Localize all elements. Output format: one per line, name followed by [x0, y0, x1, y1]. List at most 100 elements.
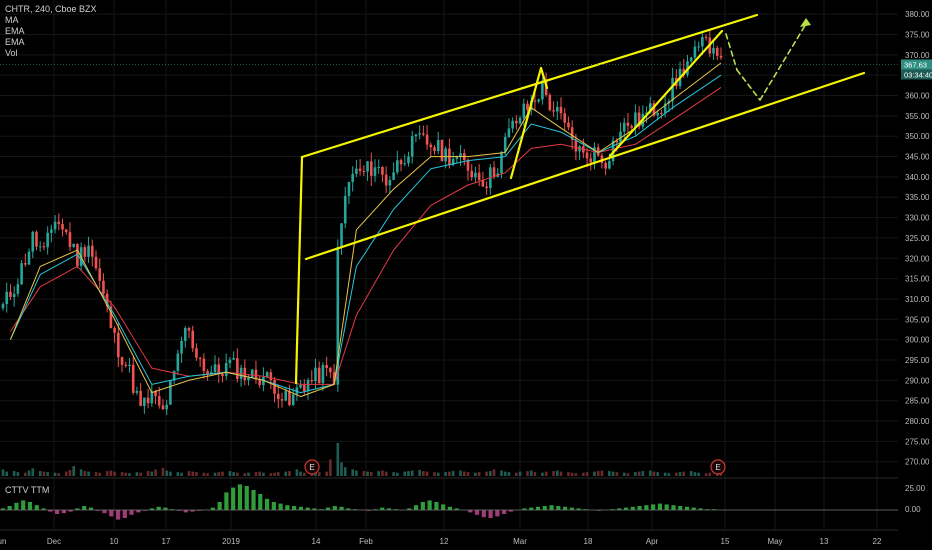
- projection-low[interactable]: [736, 69, 761, 101]
- candle-body: [548, 95, 552, 111]
- indicator-ema-1[interactable]: EMA: [5, 26, 25, 36]
- candle-body: [329, 368, 332, 373]
- volume-bar: [366, 471, 369, 476]
- volume-bar: [150, 471, 154, 476]
- candle-body: [615, 140, 619, 143]
- volume-bar: [87, 471, 90, 476]
- candle-body: [183, 327, 187, 341]
- candle-body: [131, 364, 135, 393]
- oscillator-bar: [75, 508, 80, 510]
- volume-bars: [1, 443, 723, 476]
- volume-bar: [68, 469, 72, 476]
- candle-body: [303, 384, 306, 392]
- oscillator-bar: [54, 510, 60, 514]
- volume-bar: [314, 472, 317, 476]
- earnings-marker-label: E: [715, 463, 720, 472]
- volume-bar: [615, 472, 619, 476]
- candle-body: [414, 134, 418, 137]
- candle-body: [284, 391, 288, 401]
- candle-body: [492, 167, 496, 177]
- oscillator-bar: [278, 503, 283, 510]
- earnings-marker-icon[interactable]: [710, 459, 726, 475]
- volume-bar: [518, 471, 522, 476]
- volume-bar: [459, 470, 462, 476]
- volume-bar: [329, 459, 332, 476]
- candle-body: [68, 232, 72, 247]
- oscillator-bar: [122, 510, 127, 518]
- rally-leg-line[interactable]: [608, 29, 724, 158]
- candle-body: [634, 112, 637, 128]
- volume-bar: [284, 471, 288, 476]
- oscillator-bar: [420, 502, 425, 510]
- volume-bar: [269, 473, 273, 476]
- candle-body: [593, 147, 596, 163]
- projection-drop[interactable]: [725, 33, 738, 71]
- earnings-marker-icon[interactable]: [304, 459, 320, 475]
- volume-bar: [422, 471, 425, 476]
- candle-body: [652, 103, 656, 116]
- volume-bar: [403, 471, 407, 476]
- indicator-volume[interactable]: Vol: [5, 48, 18, 58]
- volume-bar: [303, 472, 306, 476]
- candle-body: [689, 57, 693, 62]
- candle-body: [660, 112, 663, 114]
- volume-bar: [489, 471, 492, 476]
- breakout-vertical-line[interactable]: [294, 155, 304, 385]
- candle-body: [161, 405, 165, 410]
- x-tick-label: 12: [440, 537, 449, 546]
- indicator-ma[interactable]: MA: [5, 15, 19, 25]
- volume-bar: [217, 472, 221, 476]
- timer-tag: [901, 69, 932, 80]
- volume-bar: [600, 470, 604, 476]
- candle-body: [250, 369, 254, 378]
- volume-bar: [492, 469, 496, 476]
- candle-body: [172, 370, 176, 381]
- volume-bar: [343, 467, 347, 476]
- volume-bar: [228, 471, 232, 476]
- volume-bar: [381, 470, 384, 476]
- channel-lower-line[interactable]: [304, 71, 866, 261]
- candle-body: [399, 160, 403, 165]
- candle-body: [351, 173, 354, 182]
- candle-body: [704, 37, 708, 39]
- candle-body: [169, 380, 172, 405]
- volume-bar: [362, 471, 366, 476]
- grid-lines: [0, 0, 898, 531]
- channel-upper-line[interactable]: [300, 13, 759, 159]
- candle-body: [418, 133, 421, 135]
- volume-bar: [652, 471, 656, 476]
- candle-body: [128, 364, 131, 366]
- projection-up[interactable]: [759, 23, 807, 101]
- oscillator-legend[interactable]: CTTV TTM: [5, 485, 50, 495]
- trend-drawings[interactable]: [294, 13, 866, 385]
- oscillator-bar: [237, 484, 243, 510]
- breakout-leg-line[interactable]: [509, 66, 543, 180]
- volume-bar: [503, 471, 507, 476]
- oscillator-bar: [115, 510, 121, 520]
- candle-body: [165, 404, 168, 410]
- volume-bar: [243, 473, 247, 476]
- volume-bar: [462, 471, 466, 476]
- candle-body: [570, 127, 574, 140]
- breakout-leg-return[interactable]: [539, 66, 549, 90]
- volume-bar: [641, 471, 645, 476]
- volume-bar: [396, 472, 399, 476]
- y-tick-label: 380.00: [905, 10, 930, 19]
- volume-bar: [567, 472, 570, 476]
- candle-body: [198, 357, 202, 359]
- indicator-ema-2[interactable]: EMA: [5, 37, 25, 47]
- candle-body: [5, 291, 9, 305]
- volume-bar: [27, 470, 31, 476]
- volume-bar: [634, 472, 637, 476]
- volume-bar: [574, 473, 578, 476]
- oscillator-bar: [136, 510, 141, 513]
- candle-body: [325, 364, 328, 369]
- candle-body: [202, 358, 206, 372]
- candle-body: [474, 172, 477, 178]
- candle-body: [362, 170, 366, 172]
- volume-bar: [16, 472, 20, 476]
- symbol-title[interactable]: CHTR, 240, Cboe BZX: [5, 4, 97, 14]
- candle-body: [403, 163, 407, 165]
